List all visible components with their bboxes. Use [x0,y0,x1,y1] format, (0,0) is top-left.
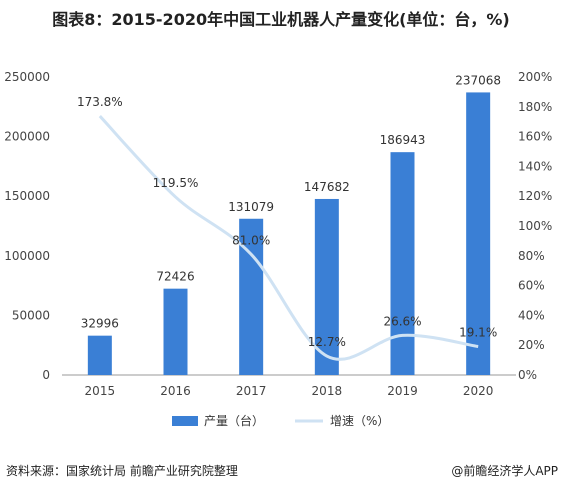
legend-bar-swatch [172,416,198,426]
y-right-tick-label: 80% [518,249,545,263]
bar-value-label: 72426 [156,270,194,284]
x-tick-label: 2018 [312,384,343,398]
y-right-tick-label: 200% [518,70,552,84]
y-right-tick-label: 20% [518,338,545,352]
y-left-tick-label: 200000 [4,130,50,144]
x-tick-label: 2015 [85,384,116,398]
growth-value-label: 119.5% [153,176,199,190]
legend-line-label: 增速（%） [330,414,389,428]
y-left-tick-label: 250000 [4,70,50,84]
growth-value-label: 173.8% [77,95,123,109]
y-right-tick-label: 60% [518,279,545,293]
bar [87,335,112,375]
growth-value-label: 19.1% [459,326,497,340]
bar-value-label: 237068 [455,73,501,87]
data-labels: 32996 72426 131079 147682 186943 237068 173.8%… [77,73,501,349]
y-right-tick-label: 120% [518,189,552,203]
x-tick-label: 2017 [236,384,267,398]
bar [314,198,339,375]
y-left-tick-label: 150000 [4,189,50,203]
bar [163,288,188,375]
axes: 0 50000 100000 150000 200000 250000 0% 20% 40% 60… [4,70,552,398]
growth-value-label: 12.7% [308,335,346,349]
y-left-tick-label: 0 [42,368,50,382]
y-right-tick-label: 140% [518,159,552,173]
y-right-tick-label: 180% [518,100,552,114]
y-right-tick-label: 100% [518,219,552,233]
y-right-tick-label: 0% [518,368,537,382]
y-left-tick-label: 100000 [4,249,50,263]
source-note: 资料来源：国家统计局 前瞻产业研究院整理 [6,464,238,478]
chart-title: 图表8：2015-2020年中国工业机器人产量变化(单位：台，%) [52,10,510,29]
bar [390,152,415,375]
bar [466,92,491,375]
bar-value-label: 186943 [380,133,426,147]
credit-note: @前瞻经济学人APP [451,464,558,478]
bars [87,92,491,375]
legend-bar-label: 产量（台） [204,413,264,428]
bar-value-label: 147682 [304,180,350,194]
growth-line [98,115,479,361]
y-left-tick-label: 50000 [12,308,50,322]
legend: 产量（台） 增速（%） [172,413,389,428]
y-right-tick-label: 160% [518,130,552,144]
growth-value-label: 26.6% [383,314,421,328]
x-tick-label: 2020 [463,384,494,398]
x-tick-label: 2016 [160,384,191,398]
bar-value-label: 32996 [81,317,119,331]
x-tick-label: 2019 [387,384,418,398]
y-right-tick-label: 40% [518,308,545,322]
bar-value-label: 131079 [228,200,274,214]
growth-value-label: 81.0% [232,233,270,247]
